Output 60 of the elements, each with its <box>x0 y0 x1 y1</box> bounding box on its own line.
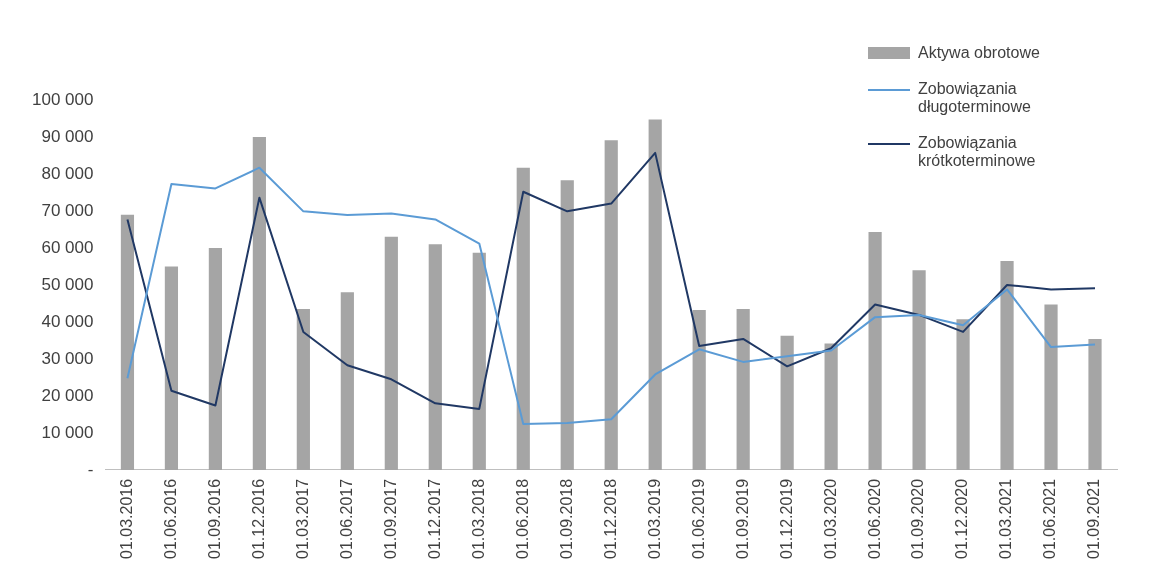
x-tick-label: 01.06.2021 <box>1041 478 1059 559</box>
x-tick-label: 01.12.2017 <box>425 478 443 559</box>
bar <box>252 136 266 470</box>
x-tick-label: 01.03.2019 <box>645 478 663 559</box>
bar <box>1000 260 1014 470</box>
x-tick-label: 01.09.2020 <box>909 478 927 559</box>
bar <box>912 270 926 470</box>
bar <box>824 343 838 470</box>
x-tick-label: 01.09.2019 <box>733 478 751 559</box>
x-tick-label: 01.03.2020 <box>821 478 839 559</box>
x-tick-label: 01.12.2018 <box>601 478 619 559</box>
legend-label: Aktywa obrotowe <box>918 44 1040 62</box>
x-tick-label: 01.09.2016 <box>205 478 223 559</box>
bar <box>648 119 662 470</box>
y-tick-label: 80 000 <box>41 163 94 183</box>
bar <box>1088 338 1102 470</box>
bar <box>692 310 706 470</box>
x-tick-label: 01.03.2021 <box>997 478 1015 559</box>
legend-label: Zobowiązania długoterminowe <box>918 80 1032 116</box>
bar <box>384 236 398 470</box>
bar <box>208 247 222 470</box>
bar <box>780 335 794 470</box>
x-tick-label: 01.06.2020 <box>865 478 883 559</box>
x-tick-label: 01.12.2019 <box>777 478 795 559</box>
y-tick-label: 50 000 <box>41 274 94 294</box>
x-tick-label: 01.03.2018 <box>469 478 487 559</box>
bar <box>164 266 179 470</box>
x-tick-label: 01.09.2018 <box>557 478 575 559</box>
bar <box>868 232 882 470</box>
bar <box>604 140 618 470</box>
bar <box>516 167 530 470</box>
y-tick-label: 30 000 <box>41 348 94 368</box>
x-tick-label: 01.06.2018 <box>513 478 531 559</box>
bar <box>428 244 442 470</box>
x-tick-label: 01.09.2017 <box>381 478 399 559</box>
bar <box>956 319 970 470</box>
x-tick-label: 01.03.2016 <box>117 478 135 559</box>
bar <box>560 180 574 470</box>
bar <box>340 292 354 470</box>
bar <box>1044 304 1058 470</box>
y-tick-label: 100 000 <box>32 89 94 109</box>
x-tick-label: 01.06.2019 <box>689 478 707 559</box>
bar <box>296 309 310 470</box>
bar <box>120 214 135 470</box>
y-tick-label: 90 000 <box>41 126 94 146</box>
y-tick-label: 20 000 <box>41 385 94 405</box>
bar <box>472 252 486 470</box>
y-tick-label: 60 000 <box>41 237 94 257</box>
y-tick-label: 10 000 <box>41 422 94 442</box>
bar <box>736 309 750 470</box>
x-tick-label: 01.06.2017 <box>337 478 355 559</box>
x-tick-label: 01.06.2016 <box>161 478 179 559</box>
y-tick-label: 40 000 <box>41 311 94 331</box>
y-tick-label: - <box>87 459 94 479</box>
y-tick-label: 70 000 <box>41 200 94 220</box>
legend-label: Zobowiązania krótkoterminowe <box>918 134 1037 170</box>
x-tick-label: 01.03.2017 <box>293 478 311 559</box>
x-tick-label: 01.12.2016 <box>249 478 267 559</box>
x-tick-label: 01.09.2021 <box>1085 478 1103 559</box>
x-tick-label: 01.12.2020 <box>953 478 971 559</box>
